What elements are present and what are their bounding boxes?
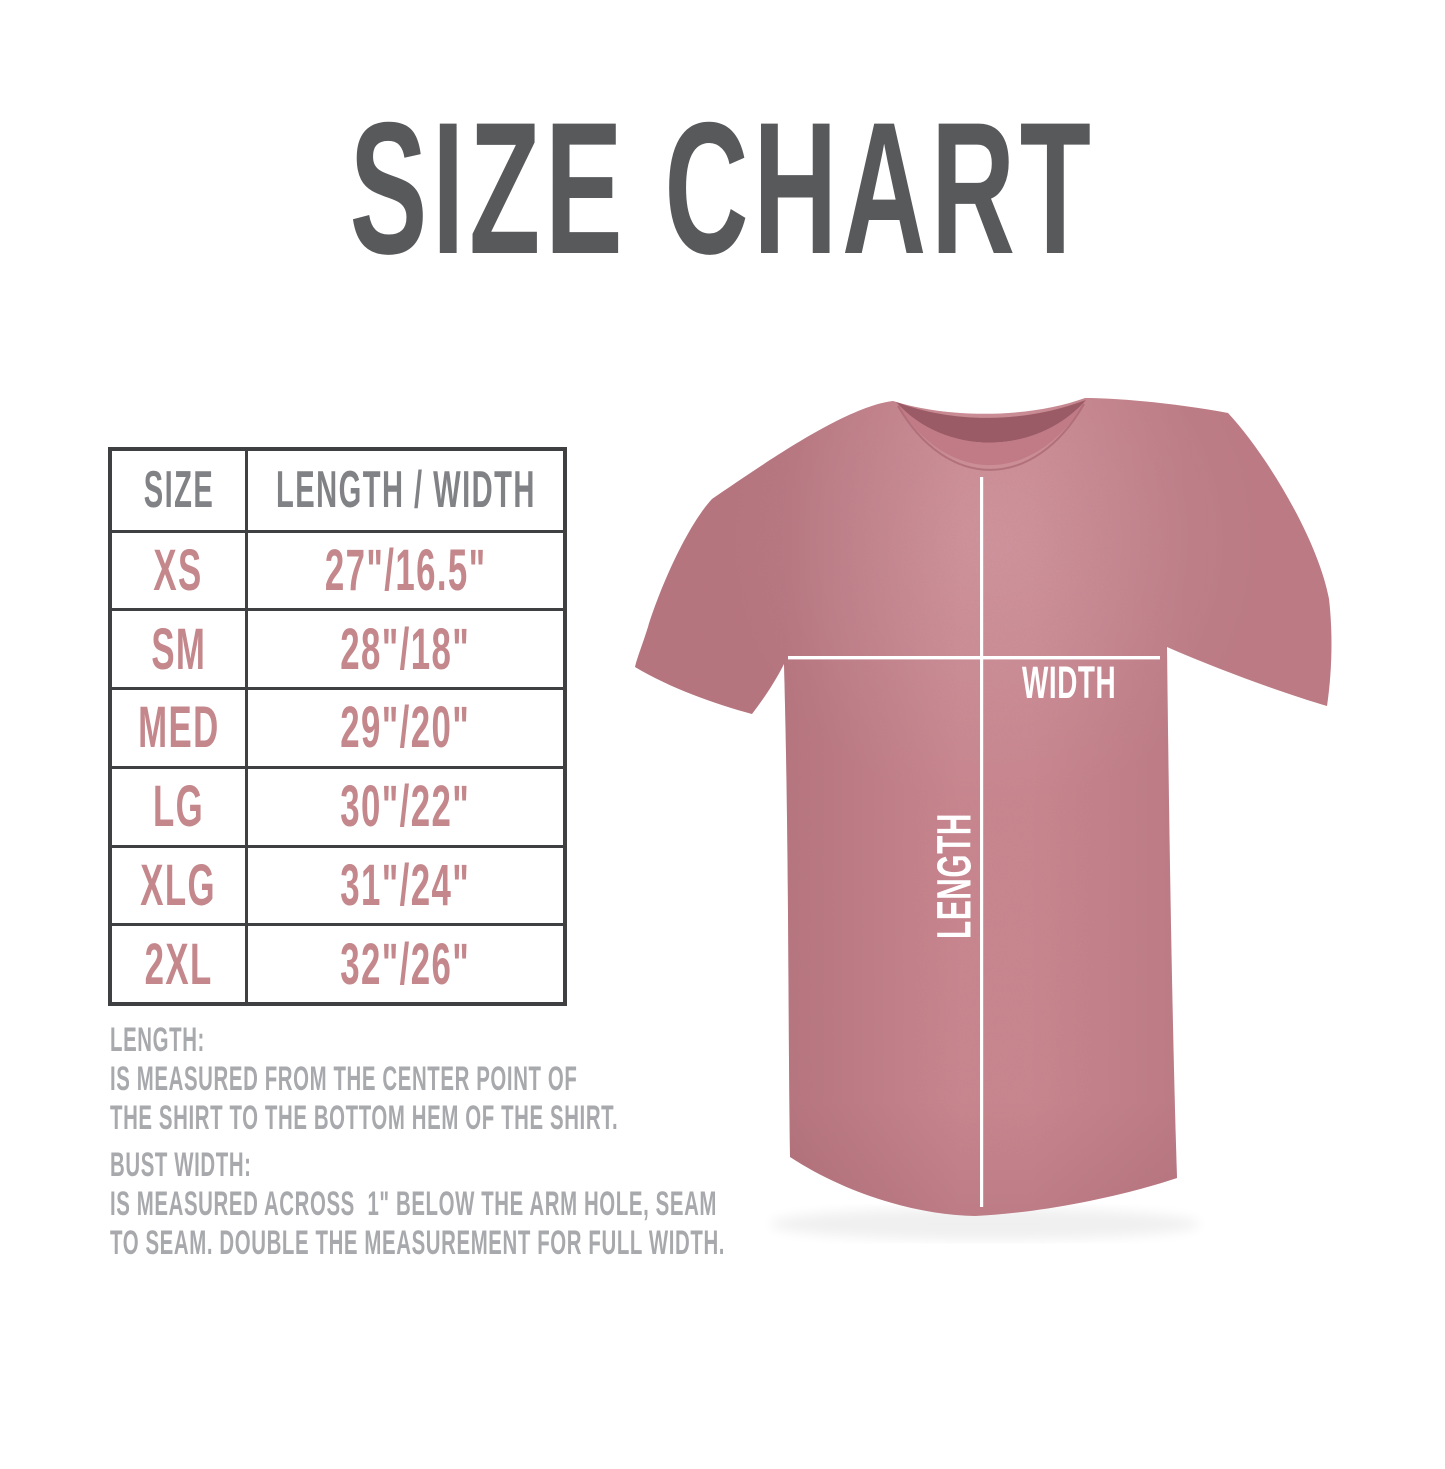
length-note-line: THE SHIRT TO THE BOTTOM HEM OF THE SHIRT… [110,1099,619,1137]
value-cell: 31"/24" [245,847,563,924]
value-cell: 28"/18" [245,611,563,688]
shirt-ground-shadow [770,1208,1200,1240]
size-cell: 2XL [144,931,213,997]
table-row: SM 28"/18" [112,608,563,688]
size-cell: LG [152,774,205,840]
size-cell: XLG [140,852,217,918]
value-cell: 32"/26" [245,926,563,1002]
length-measure-line [980,477,984,1207]
length-note-line: IS MEASURED FROM THE CENTER POINT OF [110,1060,578,1098]
bust-width-note: BUST WIDTH: IS MEASURED ACROSS 1" BELOW … [110,1146,1135,1263]
table-row: LG 30"/22" [112,765,563,845]
table-header-length-width: LENGTH / WIDTH [245,451,563,530]
value-cell: 29"/20" [245,690,563,766]
bust-note-line: IS MEASURED ACROSS 1" BELOW THE ARM HOLE… [110,1185,718,1223]
table-header-row: SIZE LENGTH / WIDTH [112,451,563,530]
table-row: MED 29"/20" [112,687,563,766]
length-note: LENGTH: IS MEASURED FROM THE CENTER POIN… [110,1021,957,1138]
table-row: XLG 31"/24" [112,844,563,924]
size-cell: SM [151,616,206,682]
width-label: WIDTH [1022,657,1117,708]
collar-seam [897,403,1085,471]
collar-interior [896,400,1086,443]
bust-note-line: TO SEAM. DOUBLE THE MEASUREMENT FOR FULL… [110,1224,726,1262]
page-title: SIZE CHART [0,94,1445,282]
table-row: 2XL 32"/26" [112,923,563,1002]
size-table: SIZE LENGTH / WIDTH XS 27"/16.5" SM 28"/… [108,447,567,1006]
size-cell: XS [153,538,204,604]
bust-note-heading: BUST WIDTH: [110,1146,252,1184]
collar-band [896,400,1086,466]
length-label: LENGTH [929,813,982,939]
table-header-size: SIZE [143,461,214,520]
tshirt-shading [635,398,1332,1216]
table-row: XS 27"/16.5" [112,529,563,609]
size-cell: MED [137,695,220,761]
width-measure-line [788,656,1160,660]
value-cell: 30"/22" [245,768,563,845]
value-cell: 27"/16.5" [245,532,563,609]
tshirt-image [635,398,1332,1240]
length-note-heading: LENGTH: [110,1021,205,1059]
page-title-text: SIZE CHART [349,83,1096,293]
